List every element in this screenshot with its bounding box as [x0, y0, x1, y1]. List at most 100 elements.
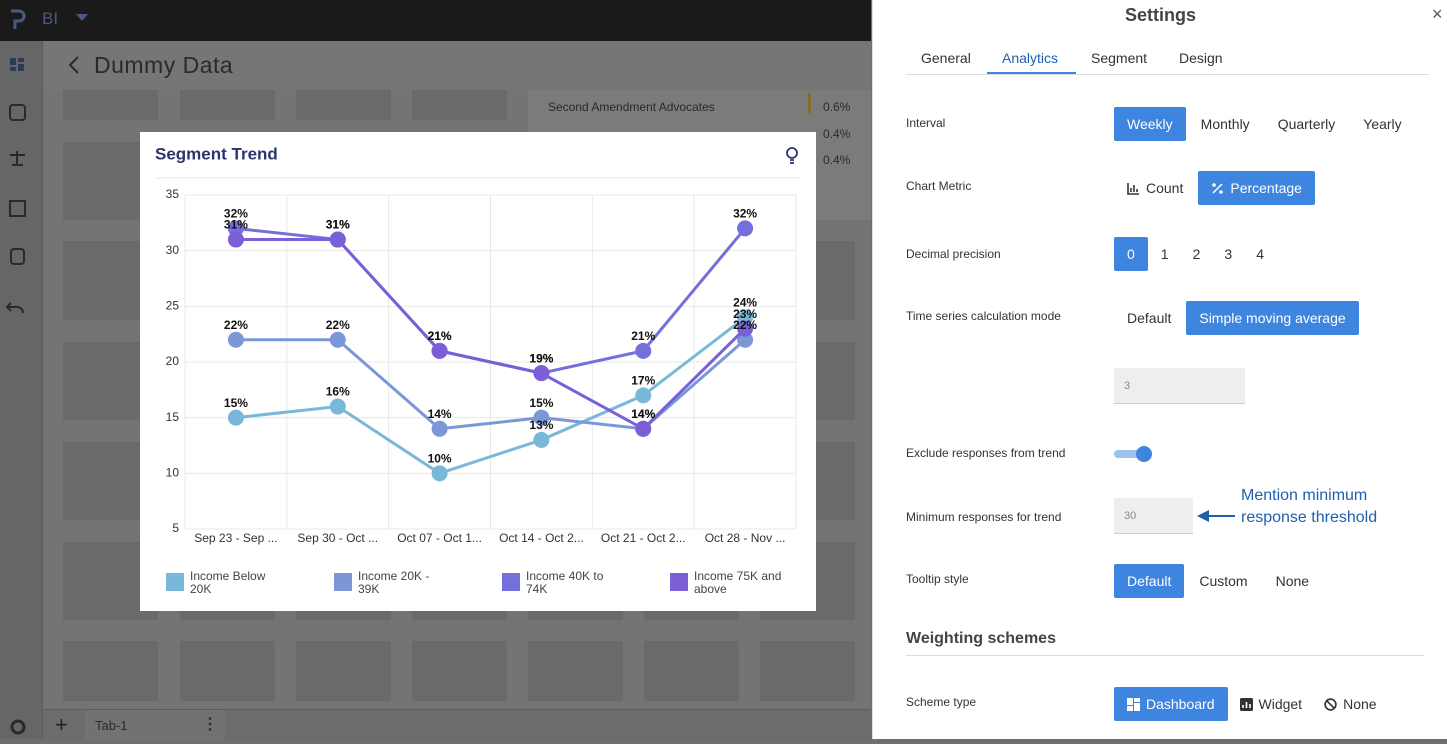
tab[interactable]: Tab-1 ⋮ [85, 710, 225, 740]
option[interactable]: Percentage [1198, 171, 1315, 205]
option[interactable]: 1 [1160, 246, 1169, 262]
option[interactable]: None [1314, 687, 1386, 721]
data-point [533, 365, 550, 382]
option[interactable]: 3 [1224, 246, 1233, 262]
option[interactable]: Default [1114, 564, 1185, 598]
background-tile [296, 90, 391, 120]
none-icon [1324, 697, 1337, 711]
percent-icon [1212, 182, 1224, 194]
option[interactable]: Custom [1199, 573, 1248, 589]
page-title: Dummy Data [94, 52, 234, 78]
data-label: 17% [631, 374, 655, 388]
tab-label: Tab-1 [95, 718, 128, 733]
background-tile [296, 641, 391, 701]
series-line [235, 238, 747, 431]
data-point [431, 465, 448, 482]
option[interactable]: 2 [1192, 246, 1201, 262]
legend-swatch[interactable] [334, 573, 352, 591]
data-point [227, 331, 244, 348]
setting-label: Time series calculation mode [906, 309, 1061, 323]
toggle[interactable] [1114, 446, 1152, 462]
background-tile [528, 641, 623, 701]
option-group: Default Custom None [1114, 564, 1322, 598]
data-label: 31% [224, 218, 248, 232]
data-label: 14% [428, 407, 452, 421]
x-tick-label: Sep 30 - Oct ... [297, 531, 378, 545]
y-tick-label: 35 [166, 187, 180, 201]
data-point [635, 342, 652, 359]
tab-menu[interactable]: ⋮ [202, 716, 218, 733]
legend-swatch[interactable] [670, 573, 688, 591]
legend-swatch[interactable] [166, 573, 184, 591]
data-label: 19% [529, 351, 553, 365]
option-group: Dashboard Widget None [1114, 687, 1387, 721]
tab[interactable]: Segment [1091, 50, 1148, 66]
window-input[interactable]: 3 [1114, 368, 1245, 404]
setting-label: Minimum responses for trend [906, 510, 1062, 524]
close-button[interactable]: × [1432, 4, 1443, 24]
legend-label[interactable]: Income 75K and above [694, 569, 782, 596]
option[interactable]: 0 [1114, 237, 1148, 271]
section-divider [906, 655, 1424, 656]
data-label: 22% [326, 318, 350, 332]
data-point [431, 342, 448, 359]
legend-swatch[interactable] [502, 573, 520, 591]
back-icon[interactable] [67, 55, 81, 75]
option[interactable]: Widget [1230, 687, 1313, 721]
legend-label[interactable]: Income 40K to 74K [526, 569, 604, 596]
data-label: 31% [326, 218, 350, 232]
option[interactable]: 4 [1256, 246, 1264, 262]
legend-label[interactable]: Income 20K - 39K [358, 569, 430, 596]
option[interactable]: Quarterly [1277, 116, 1336, 132]
setting-label: Interval [906, 116, 946, 130]
insight-icon[interactable] [786, 147, 798, 164]
table-value: 0.4% [823, 127, 851, 141]
table-value: 0.4% [823, 153, 851, 167]
data-point [227, 231, 244, 248]
data-point [329, 231, 346, 248]
option[interactable]: Default [1127, 310, 1172, 326]
settings-panel: Settings × General Analytics Segment Design… [872, 0, 1447, 739]
option-group: 0 1 2 3 4 [1114, 237, 1275, 271]
background-tile [63, 90, 158, 120]
tab[interactable]: Analytics [1002, 50, 1059, 66]
x-tick-label: Oct 07 - Oct 1... [397, 531, 482, 545]
chart: Segment Trend 5 10 15 20 25 30 35 Sep 23 - Sep … [155, 144, 800, 545]
setting-label: Scheme type [906, 695, 977, 709]
legend-label[interactable]: Income Below 20K [190, 569, 266, 596]
tab[interactable]: Design [1179, 50, 1223, 66]
data-point [431, 420, 448, 437]
table-label: Second Amendment Advocates [548, 100, 715, 114]
y-tick-label: 10 [166, 466, 180, 480]
annotation-arrow [1197, 510, 1235, 522]
option[interactable]: Weekly [1114, 107, 1186, 141]
x-tick-label: Oct 14 - Oct 2... [499, 531, 584, 545]
top-bar: BI [0, 0, 871, 41]
data-label: 21% [428, 329, 452, 343]
tab[interactable]: General [921, 50, 971, 66]
background-tile [63, 641, 158, 701]
setting-label: Tooltip style [906, 572, 969, 586]
option[interactable]: Count [1114, 171, 1196, 205]
option-label: Widget [1258, 696, 1303, 712]
app-name[interactable]: BI [42, 9, 59, 28]
data-point [533, 409, 550, 426]
data-point [737, 331, 754, 348]
minimum-input[interactable]: 30 [1114, 498, 1193, 534]
widget-icon [1239, 697, 1253, 711]
caret[interactable] [75, 13, 89, 23]
data-label: 14% [631, 407, 655, 421]
option[interactable]: Yearly [1363, 116, 1402, 132]
data-point [737, 309, 754, 326]
add-tab[interactable]: + [55, 712, 68, 737]
option[interactable]: Simple moving average [1186, 301, 1359, 335]
option-label: None [1343, 696, 1377, 712]
option[interactable]: Dashboard [1114, 687, 1228, 721]
option[interactable]: None [1275, 573, 1310, 589]
setting-label: Chart Metric [906, 179, 972, 193]
data-label: 23% [733, 307, 757, 321]
data-label: 13% [529, 418, 553, 432]
data-point [329, 398, 346, 415]
option[interactable]: Monthly [1200, 116, 1250, 132]
